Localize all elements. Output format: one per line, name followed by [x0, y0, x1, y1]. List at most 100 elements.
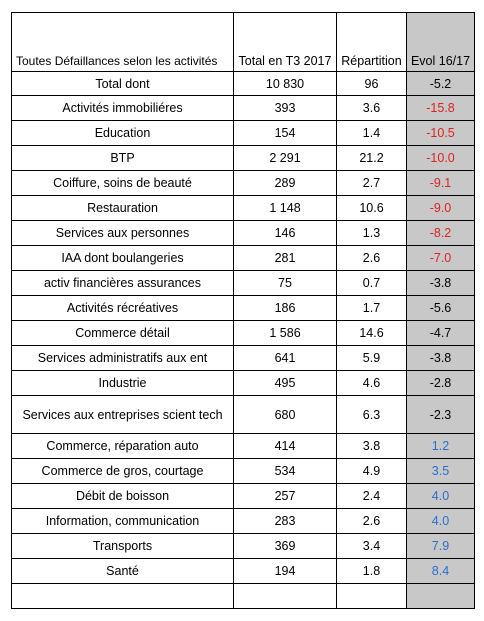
share-cell: 96	[336, 71, 407, 96]
share-cell: 10.6	[336, 195, 407, 221]
activity-cell: IAA dont boulangeries	[11, 245, 234, 271]
table-row: activ financières assurances 75 0.7 -3.8	[11, 270, 475, 296]
table-row: Santé 194 1.8 8.4	[11, 558, 475, 584]
evol-value: 8.4	[431, 564, 450, 578]
header-share: Répartition	[336, 12, 407, 72]
evol-value: 7.9	[431, 539, 450, 553]
total-cell: 194	[233, 558, 337, 584]
activity-cell: Activités immobiliéres	[11, 95, 234, 121]
share-cell: 5.9	[336, 345, 407, 371]
table-row: IAA dont boulangeries 281 2.6 -7.0	[11, 245, 475, 271]
evol-value: 4.0	[431, 489, 450, 503]
evol-cell: -10.0	[406, 145, 475, 171]
evol-value: -3.8	[429, 351, 452, 365]
evol-value: -2.8	[429, 376, 452, 390]
activity-cell: Commerce, réparation auto	[11, 433, 234, 459]
evol-cell: 4.0	[406, 508, 475, 534]
activity-cell: Services aux personnes	[11, 220, 234, 246]
evol-value: -9.0	[429, 201, 452, 215]
table-row: Industrie 495 4.6 -2.8	[11, 370, 475, 396]
total-cell: 414	[233, 433, 337, 459]
empty-row	[11, 583, 475, 609]
share-cell: 1.7	[336, 295, 407, 321]
evol-value: 3.5	[431, 464, 450, 478]
activity-cell: Santé	[11, 558, 234, 584]
activity-cell: Restauration	[11, 195, 234, 221]
total-cell: 2 291	[233, 145, 337, 171]
share-cell: 2.7	[336, 170, 407, 196]
share-cell: 0.7	[336, 270, 407, 296]
share-cell: 4.9	[336, 458, 407, 484]
evol-cell: -2.8	[406, 370, 475, 396]
share-cell: 1.4	[336, 120, 407, 146]
activity-cell: Activités récréatives	[11, 295, 234, 321]
activity-cell: Commerce de gros, courtage	[11, 458, 234, 484]
table-row: Activités immobiliéres 393 3.6 -15.8	[11, 95, 475, 121]
total-cell: 75	[233, 270, 337, 296]
evol-cell: 7.9	[406, 533, 475, 559]
share-cell: 1.3	[336, 220, 407, 246]
header-activity: Toutes Défaillances selon les activités	[11, 12, 234, 72]
evol-cell: 1.2	[406, 433, 475, 459]
share-cell: 2.4	[336, 483, 407, 509]
activity-cell: activ financières assurances	[11, 270, 234, 296]
activity-cell: BTP	[11, 145, 234, 171]
activity-cell: Commerce détail	[11, 320, 234, 346]
share-cell: 3.6	[336, 95, 407, 121]
total-cell: 146	[233, 220, 337, 246]
evol-cell: -4.7	[406, 320, 475, 346]
activity-cell: Coiffure, soins de beauté	[11, 170, 234, 196]
evol-cell: -8.2	[406, 220, 475, 246]
total-cell: 369	[233, 533, 337, 559]
evol-value: -4.7	[429, 326, 452, 340]
total-cell: 186	[233, 295, 337, 321]
share-cell: 21.2	[336, 145, 407, 171]
evol-value: -2.3	[429, 407, 452, 422]
evol-value: -3.8	[429, 276, 452, 290]
evol-value: -8.2	[429, 226, 452, 240]
evol-value: -15.8	[426, 101, 455, 115]
evol-value: 1.2	[431, 439, 450, 453]
activity-cell: Services administratifs aux ent	[11, 345, 234, 371]
evol-value: 4.0	[431, 514, 450, 528]
evol-value: -9.1	[429, 176, 452, 190]
share-cell: 2.6	[336, 508, 407, 534]
activity-cell: Industrie	[11, 370, 234, 396]
table-row: Transports 369 3.4 7.9	[11, 533, 475, 559]
activity-cell: Information, communication	[11, 508, 234, 534]
evol-cell: -5.2	[406, 71, 475, 96]
empty-cell	[406, 583, 475, 609]
table-row: Education 154 1.4 -10.5	[11, 120, 475, 146]
table-row: Total dont 10 830 96 -5.2	[11, 71, 475, 96]
share-cell: 4.6	[336, 370, 407, 396]
evol-cell: -2.3	[406, 395, 475, 434]
evol-value: -10.5	[426, 126, 455, 140]
share-cell: 3.4	[336, 533, 407, 559]
table-row: Activités récréatives 186 1.7 -5.6	[11, 295, 475, 321]
table-row: Services aux entreprises scient tech 680 6…	[11, 395, 475, 434]
share-cell: 1.8	[336, 558, 407, 584]
evol-cell: -3.8	[406, 345, 475, 371]
activity-cell: Transports	[11, 533, 234, 559]
total-cell: 257	[233, 483, 337, 509]
table-header-row: Toutes Défaillances selon les activités …	[11, 12, 475, 72]
total-cell: 641	[233, 345, 337, 371]
evol-value: -7.0	[429, 251, 452, 265]
empty-cell	[233, 583, 337, 609]
header-evol: Evol 16/17	[406, 12, 475, 72]
total-cell: 1 586	[233, 320, 337, 346]
empty-cell	[11, 583, 234, 609]
evol-cell: -15.8	[406, 95, 475, 121]
table-row: Information, communication 283 2.6 4.0	[11, 508, 475, 534]
evol-cell: -9.0	[406, 195, 475, 221]
activity-cell: Services aux entreprises scient tech	[11, 395, 234, 434]
evol-cell: 8.4	[406, 558, 475, 584]
activity-cell: Education	[11, 120, 234, 146]
table-row: Débit de boisson 257 2.4 4.0	[11, 483, 475, 509]
total-cell: 1 148	[233, 195, 337, 221]
activity-cell: Total dont	[11, 71, 234, 96]
evol-cell: -10.5	[406, 120, 475, 146]
defaillances-table: Toutes Défaillances selon les activités …	[11, 12, 475, 609]
table-row: Restauration 1 148 10.6 -9.0	[11, 195, 475, 221]
header-total: Total en T3 2017	[233, 12, 337, 72]
